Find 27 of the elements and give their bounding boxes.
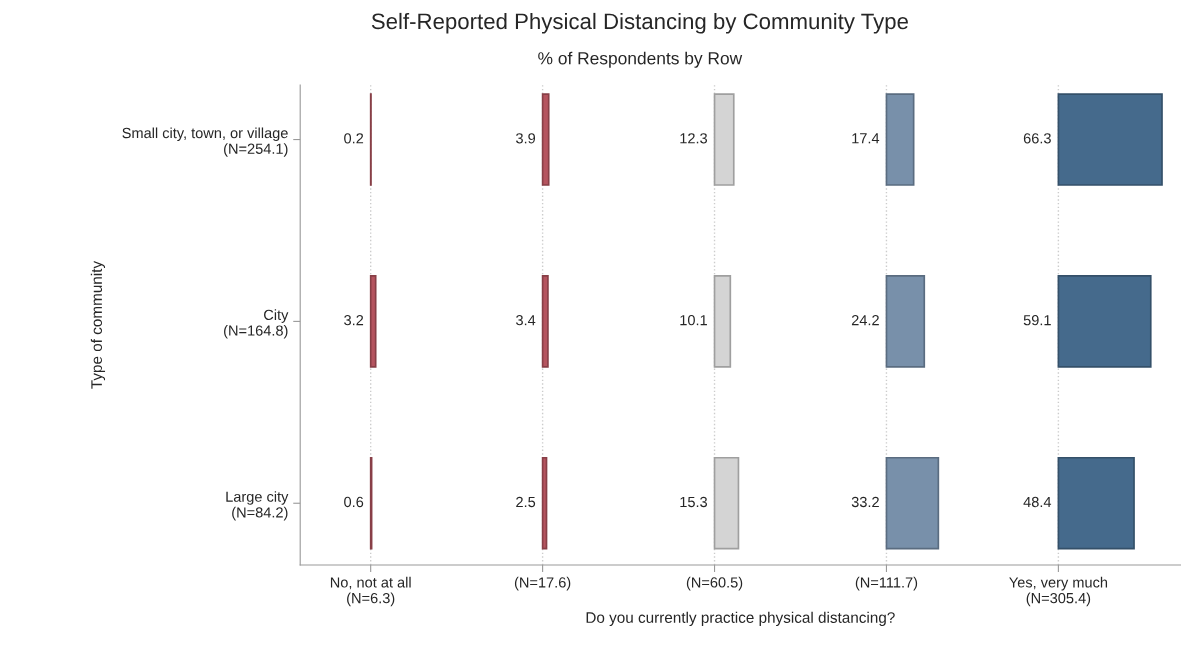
data-label: 0.2	[344, 133, 364, 144]
data-label: 2.5	[516, 496, 536, 508]
x-tick-label: Yes, very much (N=305.4)	[1009, 576, 1108, 607]
data-label: 3.2	[344, 314, 364, 326]
data-label: 3.4	[516, 314, 536, 326]
chart-subtitle: % of Respondents by Row	[538, 51, 743, 68]
data-label: 66.3	[1023, 133, 1051, 144]
x-tick-label: (N=111.7)	[855, 576, 918, 591]
data-label: 17.4	[852, 133, 880, 144]
x-tick-label: No, not at all (N=6.3)	[330, 576, 411, 607]
y-tick-label: Small city, town, or village (N=254.1)	[122, 127, 288, 157]
y-axis-title: Type of community	[90, 260, 106, 389]
data-label: 12.3	[680, 133, 708, 144]
x-axis-title: Do you currently practice physical distancing?	[586, 611, 895, 626]
x-tick-label: (N=60.5)	[686, 576, 743, 591]
data-label: 33.2	[851, 496, 879, 508]
data-label: 24.2	[851, 314, 879, 326]
data-label: 15.3	[680, 496, 708, 508]
data-label: 10.1	[680, 314, 707, 326]
data-label: 0.6	[344, 496, 364, 508]
y-tick-label: City (N=164.8)	[224, 309, 289, 339]
x-tick-label: (N=17.6)	[514, 576, 571, 591]
data-label: 3.9	[516, 133, 536, 144]
data-label: 48.4	[1023, 496, 1052, 508]
chart-title: Self-Reported Physical Distancing by Community Type	[371, 12, 908, 34]
data-label: 59.1	[1023, 314, 1051, 326]
y-tick-label: Large city (N=84.2)	[226, 491, 289, 521]
